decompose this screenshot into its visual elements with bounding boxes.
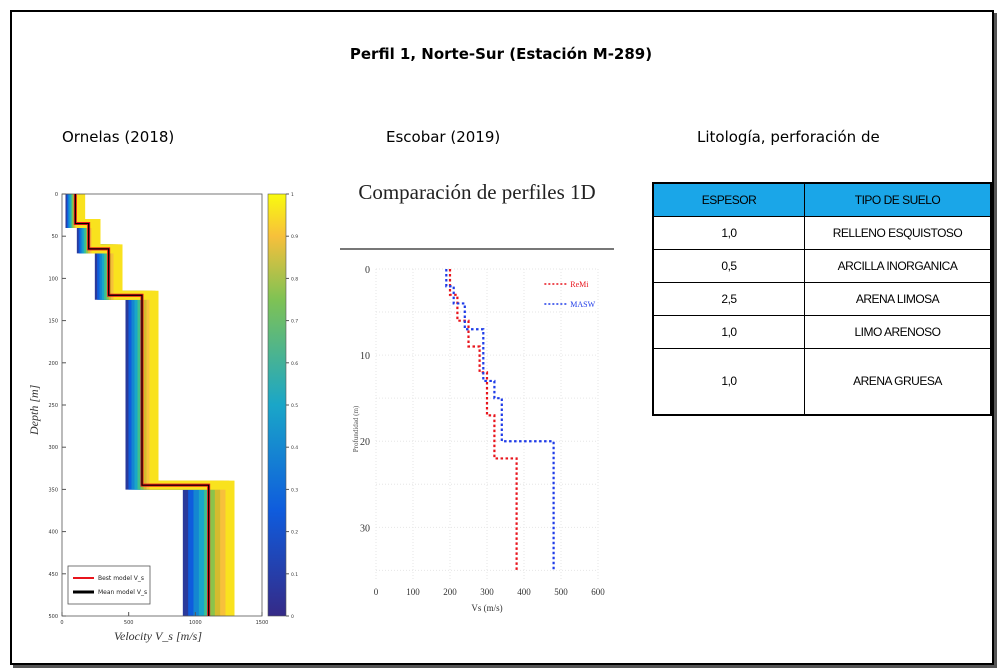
table-row: 0,5 ARCILLA INORGANICA	[652, 249, 992, 283]
colorbar: 0 0.1 0.2 0.3 0.4 0.5 0.6 0.7 0.8 0.9 1	[267, 192, 298, 620]
table-row: 1,0 RELLENO ESQUISTOSO	[652, 216, 992, 250]
colorbar-tick-label: 0.1	[291, 572, 298, 578]
cell-espesor: 1,0	[652, 315, 805, 349]
subtitle-litologia: Litología, perforación de	[697, 128, 880, 146]
escobar-y-axis-label: Profundidad (m)	[352, 405, 360, 452]
x-tick-label: 200	[443, 587, 457, 597]
ornelas-x-axis-label: Velocity V_s [m/s]	[114, 629, 202, 643]
cell-tipo: ARCILLA INORGANICA	[804, 249, 992, 283]
colorbar-tick-label: 0.2	[291, 530, 298, 536]
y-tick-label: 250	[48, 403, 58, 409]
cell-tipo: ARENA LIMOSA	[804, 282, 992, 316]
x-tick-label: 600	[591, 587, 605, 597]
subtitle-escobar: Escobar (2019)	[386, 128, 501, 146]
colorbar-tick-label: 0.8	[291, 276, 298, 282]
y-tick-label: 30	[360, 523, 370, 534]
cell-tipo: RELLENO ESQUISTOSO	[804, 216, 992, 250]
header-tipo-suelo: TIPO DE SUELO	[804, 182, 992, 217]
y-tick-label: 20	[360, 437, 370, 448]
x-tick-label: 0	[374, 587, 379, 597]
legend-label: MASW	[570, 300, 595, 309]
y-tick-label: 350	[48, 487, 58, 493]
colorbar-tick-label: 0.3	[291, 487, 298, 493]
colorbar-tick-label: 0	[291, 614, 294, 620]
figure-title: Perfil 1, Norte-Sur (Estación M-289)	[349, 45, 653, 63]
x-tick-label: 1500	[256, 620, 269, 626]
x-tick-label: 100	[406, 587, 420, 597]
lithology-table: ESPESOR TIPO DE SUELO 1,0 RELLENO ESQUIST…	[652, 182, 992, 416]
x-tick-label: 1000	[189, 620, 202, 626]
y-tick-label: 450	[48, 572, 58, 578]
colorbar-tick-label: 0.4	[291, 445, 298, 451]
x-tick-label: 0	[60, 620, 63, 626]
legend-label: Best model V_s	[98, 575, 144, 582]
table-row: 2,5 ARENA LIMOSA	[652, 282, 992, 316]
cell-espesor: 1,0	[652, 216, 805, 250]
table-header-row: ESPESOR TIPO DE SUELO	[652, 182, 992, 217]
title-divider	[340, 248, 614, 250]
colorbar-tick-label: 0.5	[291, 403, 298, 409]
cell-espesor: 0,5	[652, 249, 805, 283]
series-line-masw	[445, 269, 555, 571]
table-row: 1,0 ARENA GRUESA	[652, 348, 992, 415]
cell-espesor: 1,0	[652, 348, 805, 415]
colorbar-tick-label: 0.7	[291, 319, 298, 325]
series-line-remi	[448, 269, 518, 571]
y-tick-label: 300	[48, 445, 58, 451]
legend-label: ReMi	[570, 280, 589, 289]
ornelas-legend	[67, 565, 151, 605]
cell-tipo: ARENA GRUESA	[804, 348, 992, 415]
y-tick-label: 10	[360, 351, 370, 362]
x-tick-label: 500	[554, 587, 568, 597]
x-tick-label: 500	[124, 620, 134, 626]
header-espesor: ESPESOR	[652, 182, 805, 217]
colorbar-tick-label: 1	[291, 192, 294, 198]
subtitle-ornelas: Ornelas (2018)	[62, 128, 175, 146]
cell-tipo: LIMO ARENOSO	[804, 315, 992, 349]
x-tick-label: 400	[517, 587, 531, 597]
colorbar-tick-label: 0.9	[291, 234, 298, 240]
y-tick-label: 0	[55, 192, 58, 198]
legend-label: Mean model V_s	[98, 589, 147, 596]
escobar-x-axis-label: Vs (m/s)	[471, 603, 502, 613]
y-tick-label: 200	[48, 361, 58, 367]
y-tick-label: 100	[48, 276, 58, 282]
y-tick-label: 400	[48, 530, 58, 536]
table-row: 1,0 LIMO ARENOSO	[652, 315, 992, 349]
x-tick-label: 300	[480, 587, 494, 597]
colorbar-tick-label: 0.6	[291, 361, 298, 367]
series-line-mean	[74, 194, 210, 616]
y-tick-label: 0	[365, 265, 370, 276]
colorbar-gradient	[267, 193, 287, 617]
ornelas-y-axis-label: Depth [m]	[27, 384, 41, 436]
y-tick-label: 50	[52, 234, 58, 240]
y-tick-label: 150	[48, 319, 58, 325]
escobar-chart-title: Comparación de perfiles 1D	[358, 180, 596, 204]
y-tick-label: 500	[48, 614, 58, 620]
cell-espesor: 2,5	[652, 282, 805, 316]
